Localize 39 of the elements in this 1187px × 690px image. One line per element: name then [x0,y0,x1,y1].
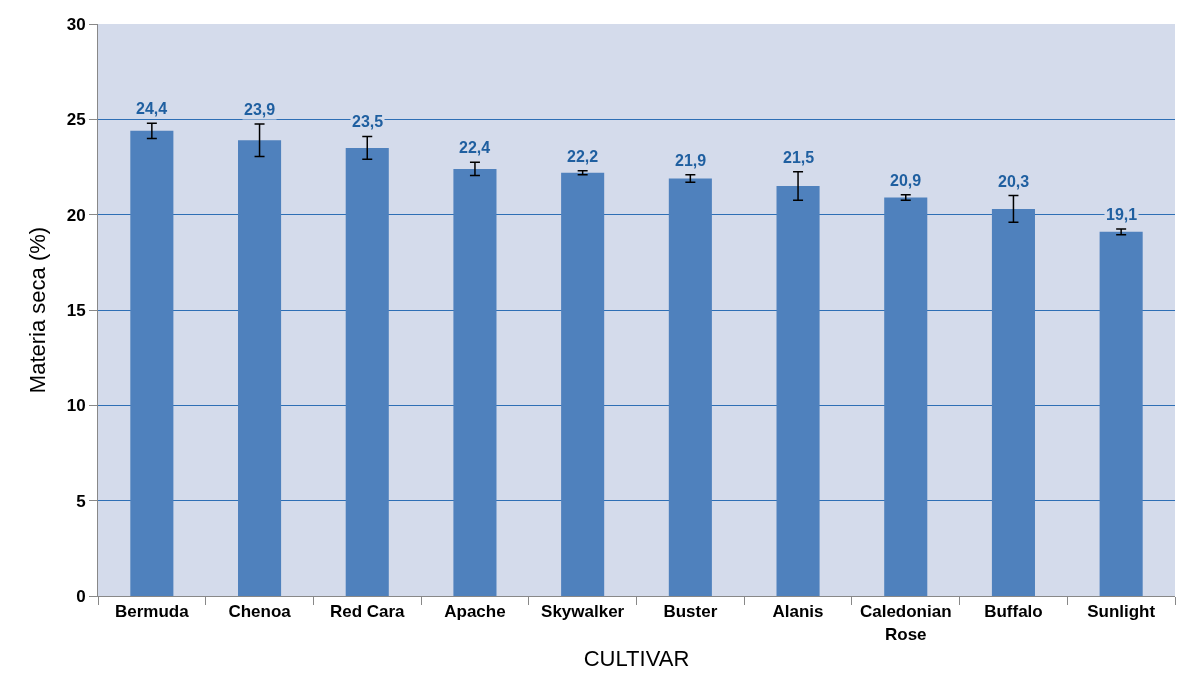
x-tick-label: Skywalker [541,602,625,622]
data-label: 21,5 [783,149,815,166]
y-tick-label: 30 [66,14,86,34]
data-label: 19,1 [1106,206,1138,223]
data-label: 20,9 [890,172,922,189]
data-label: 23,9 [244,101,276,118]
bar [1099,231,1143,596]
data-label: 23,5 [352,113,384,130]
y-tick-label: 20 [66,205,86,225]
x-tick-label: Buffalo [984,602,1043,622]
bar [991,208,1035,596]
bar [453,168,497,596]
x-tick-label: Sunlight [1087,602,1156,622]
bar [561,172,605,596]
x-tick-label: Buster [663,602,718,622]
data-label: 22,4 [459,139,491,156]
x-tick-label: Bermuda [115,602,190,622]
y-tick-label: 25 [66,110,86,130]
x-tick-label: Chenoa [228,602,292,622]
x-tick-label: Caledonian Rose [859,602,952,644]
data-label: 21,9 [675,152,707,169]
y-tick-label: 5 [76,491,86,511]
bar [668,178,712,596]
y-tick-label: 15 [66,300,86,320]
x-tick-label: Apache [444,602,506,622]
y-tick-label: 10 [66,396,86,416]
y-axis-title: Materia seca (%) [25,226,51,394]
data-label: 22,2 [567,148,599,165]
bar [776,186,820,596]
y-tick-label: 0 [76,586,86,606]
x-axis-title: CULTIVAR [583,646,690,672]
data-label: 20,3 [998,173,1030,190]
bar [345,147,389,596]
x-tick-label: Red Cara [329,602,406,622]
bar [238,140,282,596]
data-label: 24,4 [136,100,168,117]
bar [884,197,928,596]
x-tick-label: Alanis [772,602,824,622]
bar [130,130,174,596]
